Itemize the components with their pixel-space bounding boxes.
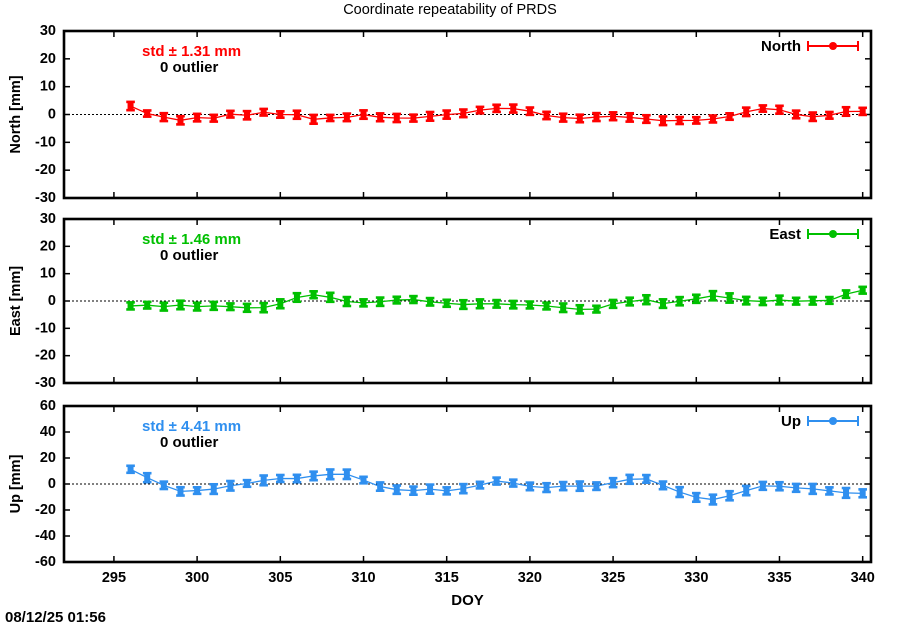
svg-text:Up [mm]: Up [mm] xyxy=(8,454,24,513)
svg-text:std ± 4.41 mm: std ± 4.41 mm xyxy=(142,418,241,435)
svg-text:305: 305 xyxy=(268,570,292,586)
svg-text:East: East xyxy=(769,226,801,243)
svg-text:std ± 1.31 mm: std ± 1.31 mm xyxy=(142,43,241,60)
svg-text:-20: -20 xyxy=(35,162,56,178)
svg-text:20: 20 xyxy=(40,51,56,67)
svg-text:340: 340 xyxy=(851,570,875,586)
svg-text:60: 60 xyxy=(40,398,56,414)
svg-text:East [mm]: East [mm] xyxy=(8,266,24,336)
svg-text:Coordinate repeatability of PR: Coordinate repeatability of PRDS xyxy=(343,2,557,18)
svg-text:295: 295 xyxy=(102,570,126,586)
svg-text:10: 10 xyxy=(40,266,56,282)
svg-text:std ± 1.46 mm: std ± 1.46 mm xyxy=(142,231,241,248)
svg-text:0: 0 xyxy=(48,476,56,492)
svg-text:30: 30 xyxy=(40,211,56,227)
svg-text:0 outlier: 0 outlier xyxy=(160,59,219,76)
svg-text:330: 330 xyxy=(684,570,708,586)
svg-text:315: 315 xyxy=(435,570,459,586)
svg-text:310: 310 xyxy=(351,570,375,586)
svg-text:Up: Up xyxy=(781,413,801,430)
svg-text:40: 40 xyxy=(40,424,56,440)
svg-text:20: 20 xyxy=(40,238,56,254)
svg-text:10: 10 xyxy=(40,79,56,95)
svg-text:20: 20 xyxy=(40,450,56,466)
svg-text:320: 320 xyxy=(518,570,542,586)
svg-text:0: 0 xyxy=(48,107,56,123)
svg-text:-10: -10 xyxy=(35,320,56,336)
svg-text:08/12/25 01:56: 08/12/25 01:56 xyxy=(5,609,106,626)
svg-text:0: 0 xyxy=(48,293,56,309)
svg-text:-60: -60 xyxy=(35,554,56,570)
svg-text:-30: -30 xyxy=(35,190,56,206)
svg-text:325: 325 xyxy=(601,570,625,586)
svg-text:North: North xyxy=(761,38,801,55)
svg-text:DOY: DOY xyxy=(451,592,484,609)
svg-text:-10: -10 xyxy=(35,134,56,150)
svg-text:300: 300 xyxy=(185,570,209,586)
svg-text:30: 30 xyxy=(40,23,56,39)
svg-text:-20: -20 xyxy=(35,502,56,518)
svg-text:-40: -40 xyxy=(35,528,56,544)
svg-text:0 outlier: 0 outlier xyxy=(160,434,219,451)
svg-text:335: 335 xyxy=(767,570,791,586)
svg-text:-20: -20 xyxy=(35,348,56,364)
svg-text:North [mm]: North [mm] xyxy=(8,75,24,153)
svg-text:0 outlier: 0 outlier xyxy=(160,247,219,264)
svg-text:-30: -30 xyxy=(35,375,56,391)
